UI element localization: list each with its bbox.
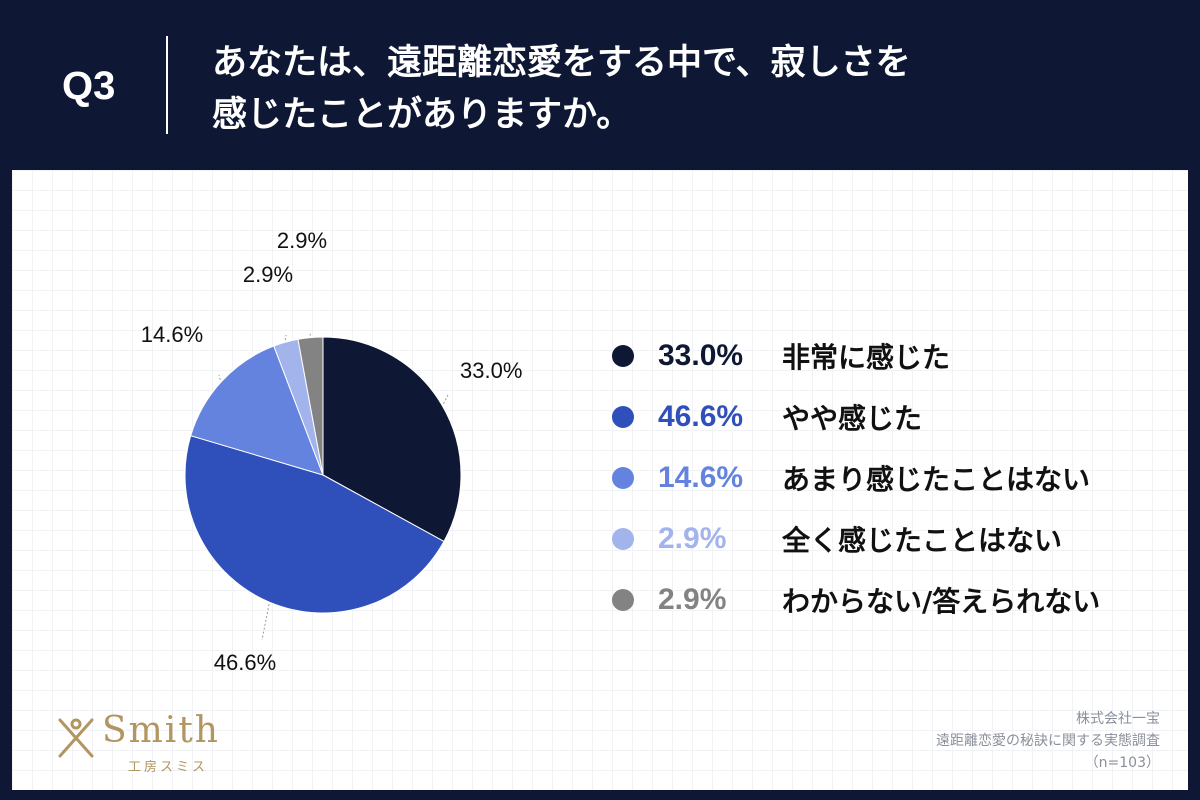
chart-panel: 33.0% 46.6% 14.6% 2.9% 2.9% 33.0% 非常に感じた 46.…: [12, 170, 1188, 790]
source-company: 株式会社一宝: [1076, 711, 1160, 727]
legend-dot: [612, 344, 634, 367]
brand-logo: Smith 工房スミス: [48, 706, 248, 776]
legend-percent: 2.9%: [658, 582, 727, 616]
pie-slice-4: [297, 336, 324, 476]
pie-slice-2: [190, 345, 324, 476]
legend-dot: [612, 466, 634, 489]
slice-label-3: 2.9%: [243, 262, 293, 287]
question-title-line1: あなたは、遠距離恋愛をする中で、寂しさを: [212, 43, 911, 83]
question-title-line2: 感じたことがありますか。: [212, 95, 632, 135]
legend-label: やや感じた: [782, 401, 923, 435]
slice-label-2: 14.6%: [141, 322, 203, 347]
pie-slice-0: [322, 336, 462, 543]
slice-label-4: 2.9%: [277, 228, 327, 253]
legend-label: 全く感じたことはない: [782, 523, 1063, 557]
slice-label-0: 33.0%: [460, 358, 522, 383]
logo-wordmark: Smith: [102, 710, 220, 751]
pie-chart: 33.0% 46.6% 14.6% 2.9% 2.9%: [141, 228, 523, 675]
source-sample: （n=103）: [1084, 755, 1160, 771]
logo-subtitle: 工房スミス: [128, 760, 209, 775]
legend-dot: [612, 588, 634, 611]
leader-line-0: [443, 394, 449, 404]
crossed-tools-icon: [58, 718, 94, 758]
legend-dot: [612, 527, 634, 550]
pie-slice-1: [184, 435, 445, 614]
question-title: あなたは、遠距離恋愛をする中で、寂しさを 感じたことがありますか。: [212, 37, 1172, 141]
leader-line-1: [261, 604, 270, 641]
header: Q3 あなたは、遠距離恋愛をする中で、寂しさを 感じたことがありますか。: [0, 0, 1200, 170]
legend-percent: 46.6%: [658, 399, 744, 433]
legend-percent: 33.0%: [658, 338, 744, 372]
slice-label-1: 46.6%: [214, 650, 276, 675]
legend-percent: 2.9%: [658, 521, 727, 555]
source-survey: 遠距離恋愛の秘訣に関する実態調査: [936, 733, 1160, 749]
leader-line-3: [284, 334, 287, 341]
question-number: Q3: [62, 64, 116, 108]
legend-dot: [612, 405, 634, 428]
legend-label: わからない/答えられない: [782, 584, 1101, 618]
source-note: 株式会社一宝 遠距離恋愛の秘訣に関する実態調査 （n=103）: [936, 708, 1160, 774]
leader-line-2: [218, 374, 221, 380]
header-divider: [166, 36, 168, 134]
legend-label: 非常に感じた: [782, 340, 951, 374]
legend-label: あまり感じたことはない: [782, 462, 1091, 496]
legend-percent: 14.6%: [658, 460, 744, 494]
